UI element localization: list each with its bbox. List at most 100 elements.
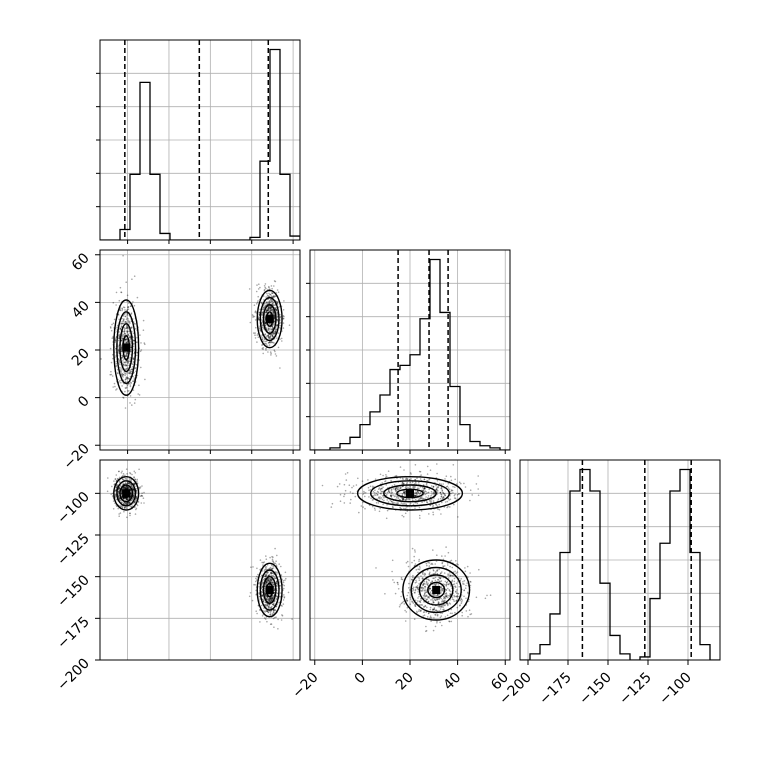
sample-point [110,373,113,376]
sample-point [115,389,117,391]
sample-point [415,494,418,496]
sample-point [121,320,123,323]
sample-point [270,285,273,287]
sample-point [118,487,121,490]
sample-point [279,596,281,598]
sample-point [331,502,334,505]
sample-point [119,328,122,330]
sample-point [135,499,137,501]
sample-point [381,482,384,484]
sample-point [470,613,473,615]
sample-point [414,599,417,602]
sample-point [136,504,139,507]
sample-point [271,558,274,561]
sample-point [267,295,270,297]
sample-point [124,372,126,375]
sample-point [272,560,275,563]
density-contour [427,581,446,599]
sample-point [396,488,399,491]
sample-point [128,321,130,323]
sample-point [444,597,447,599]
sample-point [418,609,421,611]
sample-point [364,495,366,498]
sample-point [263,307,265,309]
sample-point [107,477,109,479]
sample-point [118,334,120,336]
sample-point [265,575,268,577]
sample-point [405,487,408,489]
sample-point [129,336,131,339]
sample-point [420,575,422,577]
sample-point [134,323,136,325]
sample-point [258,592,261,594]
sample-point [266,335,269,337]
sample-point [457,563,459,566]
sample-point [425,598,428,601]
sample-point [446,564,449,566]
sample-point [453,585,455,588]
sample-point [126,377,128,380]
sample-point [428,573,431,575]
sample-point [275,329,277,331]
sample-point [446,580,449,583]
sample-point [460,578,463,580]
sample-point [457,516,459,518]
sample-point [127,334,130,336]
sample-point [126,498,128,501]
sample-point [427,495,430,497]
sample-point [125,361,127,364]
sample-point [265,581,268,583]
sample-point [276,573,278,575]
sample-point [434,576,437,579]
sample-point [441,562,444,565]
sample-point [264,338,266,341]
sample-point [265,310,268,313]
sample-point [126,314,128,316]
sample-point [424,593,426,595]
sample-point [267,307,270,310]
y-tick-label: 60 [69,250,93,274]
sample-point [268,584,271,586]
sample-point [420,604,423,606]
sample-point [269,600,272,603]
sample-point [423,492,426,495]
sample-point [125,352,128,354]
sample-point [444,494,447,497]
sample-point [410,478,412,480]
sample-point [130,313,132,315]
sample-point [424,498,426,500]
sample-point [132,357,134,360]
sample-point [401,498,404,500]
sample-point [269,341,272,343]
sample-point [432,569,435,572]
sample-point [128,497,131,499]
sample-point [264,595,267,597]
sample-point [432,599,434,602]
sample-point [426,473,429,475]
sample-point [394,489,397,491]
sample-point [270,300,273,302]
sample-point [266,604,269,606]
sample-point [424,488,426,490]
sample-point [392,506,394,509]
sample-point [121,470,123,473]
sample-point [262,352,265,355]
sample-point [127,377,129,379]
sample-point [123,331,126,333]
sample-point [392,579,394,581]
sample-point [271,333,274,336]
sample-point [419,496,422,499]
sample-point [398,488,400,491]
sample-point [268,600,271,603]
sample-point [117,372,119,374]
sample-point [424,595,426,597]
sample-point [260,335,263,337]
sample-point [428,587,431,589]
sample-point [411,590,414,592]
sample-point [266,581,268,584]
sample-point [271,335,274,338]
sample-point [441,624,443,627]
sample-point [424,588,426,590]
sample-point [265,311,267,314]
sample-point [424,605,427,607]
